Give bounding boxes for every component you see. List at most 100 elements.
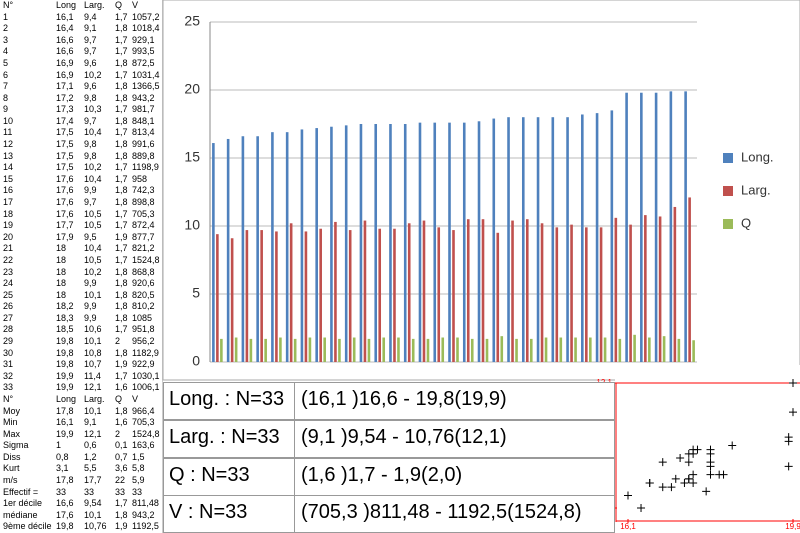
bar bbox=[422, 220, 426, 362]
bar bbox=[441, 337, 445, 362]
table-cell: 9,8 bbox=[84, 150, 97, 161]
bar bbox=[654, 92, 658, 362]
bar bbox=[466, 219, 470, 362]
table-cell: 10,1 bbox=[84, 509, 102, 520]
table-cell: 18 bbox=[56, 243, 67, 254]
table-cell: 17,3 bbox=[56, 104, 74, 115]
point bbox=[671, 474, 680, 483]
y-tick-label: 25 bbox=[184, 13, 200, 29]
bar bbox=[279, 337, 282, 362]
summary-separator bbox=[294, 382, 295, 419]
point bbox=[706, 462, 715, 471]
table-cell: 17,5 bbox=[56, 139, 74, 150]
bar bbox=[348, 230, 352, 362]
table-cell: 18,3 bbox=[56, 312, 74, 323]
legend-label: Long. bbox=[741, 149, 774, 164]
table-cell: 10,4 bbox=[84, 243, 102, 254]
bar bbox=[389, 124, 392, 362]
bar bbox=[629, 224, 632, 362]
table-cell: 1085 bbox=[132, 312, 153, 323]
table-cell: 19,9 bbox=[56, 370, 74, 381]
table-cell: 9,4 bbox=[84, 11, 97, 22]
bar bbox=[566, 117, 569, 362]
table-cell: 28 bbox=[3, 324, 14, 335]
table-cell: 17,2 bbox=[56, 92, 74, 103]
table-cell: Sigma bbox=[3, 440, 29, 451]
bar bbox=[411, 338, 415, 362]
table-cell: 9 bbox=[3, 104, 9, 115]
table-cell: 1,7 bbox=[115, 324, 128, 335]
table-cell: 17,6 bbox=[56, 196, 74, 207]
header-cell: Q bbox=[115, 0, 123, 10]
table-cell: 17,1 bbox=[56, 81, 74, 92]
bar bbox=[378, 228, 382, 362]
bar bbox=[212, 143, 215, 362]
bar bbox=[589, 337, 592, 362]
bar bbox=[648, 337, 651, 362]
table-cell: 10,76 bbox=[84, 521, 107, 532]
legend-swatch bbox=[723, 219, 733, 229]
bar bbox=[559, 337, 563, 362]
table-cell: 12,1 bbox=[84, 428, 102, 439]
header-cell: Long bbox=[56, 0, 77, 10]
table-cell: 1006,1 bbox=[132, 382, 160, 393]
summary-panel: Long. : N=33 (16,1 )16,6 - 19,8(19,9) Larg… bbox=[163, 382, 615, 533]
point bbox=[684, 474, 693, 483]
table-cell: 1,8 bbox=[115, 57, 128, 68]
table-cell: 943,2 bbox=[132, 509, 155, 520]
table-cell: 33 bbox=[84, 486, 95, 497]
table-cell: 1 bbox=[3, 11, 9, 22]
point bbox=[676, 454, 685, 462]
table-cell: 15 bbox=[3, 173, 14, 184]
table-cell: 11,4 bbox=[84, 370, 101, 381]
summary-label: Long. : N=33 bbox=[169, 388, 285, 410]
table-cell: 1,8 bbox=[115, 81, 128, 92]
table-cell: 1,9 bbox=[115, 359, 128, 370]
table-cell: 7 bbox=[3, 81, 9, 92]
table-cell: 810,2 bbox=[132, 301, 155, 312]
summary-separator bbox=[294, 419, 295, 457]
header-cell: Q bbox=[115, 393, 123, 404]
table-cell: 1,7 bbox=[115, 162, 128, 173]
table-cell: 1,8 bbox=[115, 278, 128, 289]
table-cell: 1,8 bbox=[115, 92, 128, 103]
bar bbox=[610, 110, 614, 363]
bar bbox=[437, 227, 441, 362]
header-cell: N° bbox=[3, 0, 14, 10]
table-cell: Min bbox=[3, 417, 18, 428]
summary-row bbox=[163, 419, 615, 458]
table-cell: 1,8 bbox=[115, 301, 128, 312]
bar bbox=[367, 338, 371, 362]
table-cell: 29 bbox=[3, 336, 14, 347]
bar bbox=[448, 122, 451, 362]
table-cell: médiane bbox=[3, 509, 38, 520]
summary-range: (9,1 )9,54 - 10,76(12,1) bbox=[301, 425, 507, 448]
table-cell: 16,1 bbox=[56, 11, 74, 22]
table-cell: 163,6 bbox=[132, 440, 155, 451]
bar bbox=[570, 224, 573, 362]
summary-label: V : N=33 bbox=[169, 501, 248, 524]
bar bbox=[234, 337, 238, 362]
bar bbox=[614, 217, 618, 362]
table-cell: 1,8 bbox=[115, 266, 128, 277]
summary-range: (705,3 )811,48 - 1192,5(1524,8) bbox=[301, 501, 582, 524]
table-cell: 16,6 bbox=[56, 46, 74, 57]
table-cell: 1,7 bbox=[115, 11, 128, 22]
table-cell: 0,1 bbox=[115, 440, 128, 451]
table-cell: 33 bbox=[115, 486, 126, 497]
table-cell: 4 bbox=[3, 46, 9, 57]
legend-label: Q bbox=[741, 215, 751, 230]
table-cell: 9,7 bbox=[84, 46, 97, 57]
bar bbox=[540, 223, 544, 362]
bar bbox=[644, 215, 647, 362]
bar bbox=[500, 336, 504, 362]
bar bbox=[574, 337, 577, 362]
table-cell: 1,7 bbox=[115, 173, 128, 184]
bar bbox=[308, 337, 312, 362]
point bbox=[706, 445, 715, 454]
table-cell: 1,2 bbox=[84, 451, 97, 462]
table-cell: 1er décile bbox=[3, 498, 43, 509]
bar bbox=[456, 337, 459, 362]
table-cell: 0,8 bbox=[56, 451, 69, 462]
